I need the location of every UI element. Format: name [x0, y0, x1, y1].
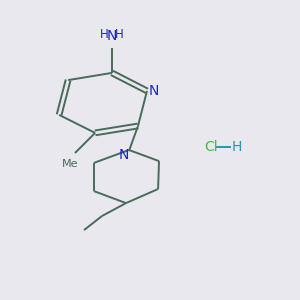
Text: H: H	[100, 28, 109, 41]
Text: H: H	[115, 28, 124, 41]
Text: N: N	[119, 148, 129, 162]
Text: N: N	[107, 29, 117, 44]
Text: N: N	[148, 84, 159, 98]
Text: H: H	[232, 140, 242, 154]
Text: Me: Me	[62, 159, 78, 169]
Text: Cl: Cl	[204, 140, 218, 154]
